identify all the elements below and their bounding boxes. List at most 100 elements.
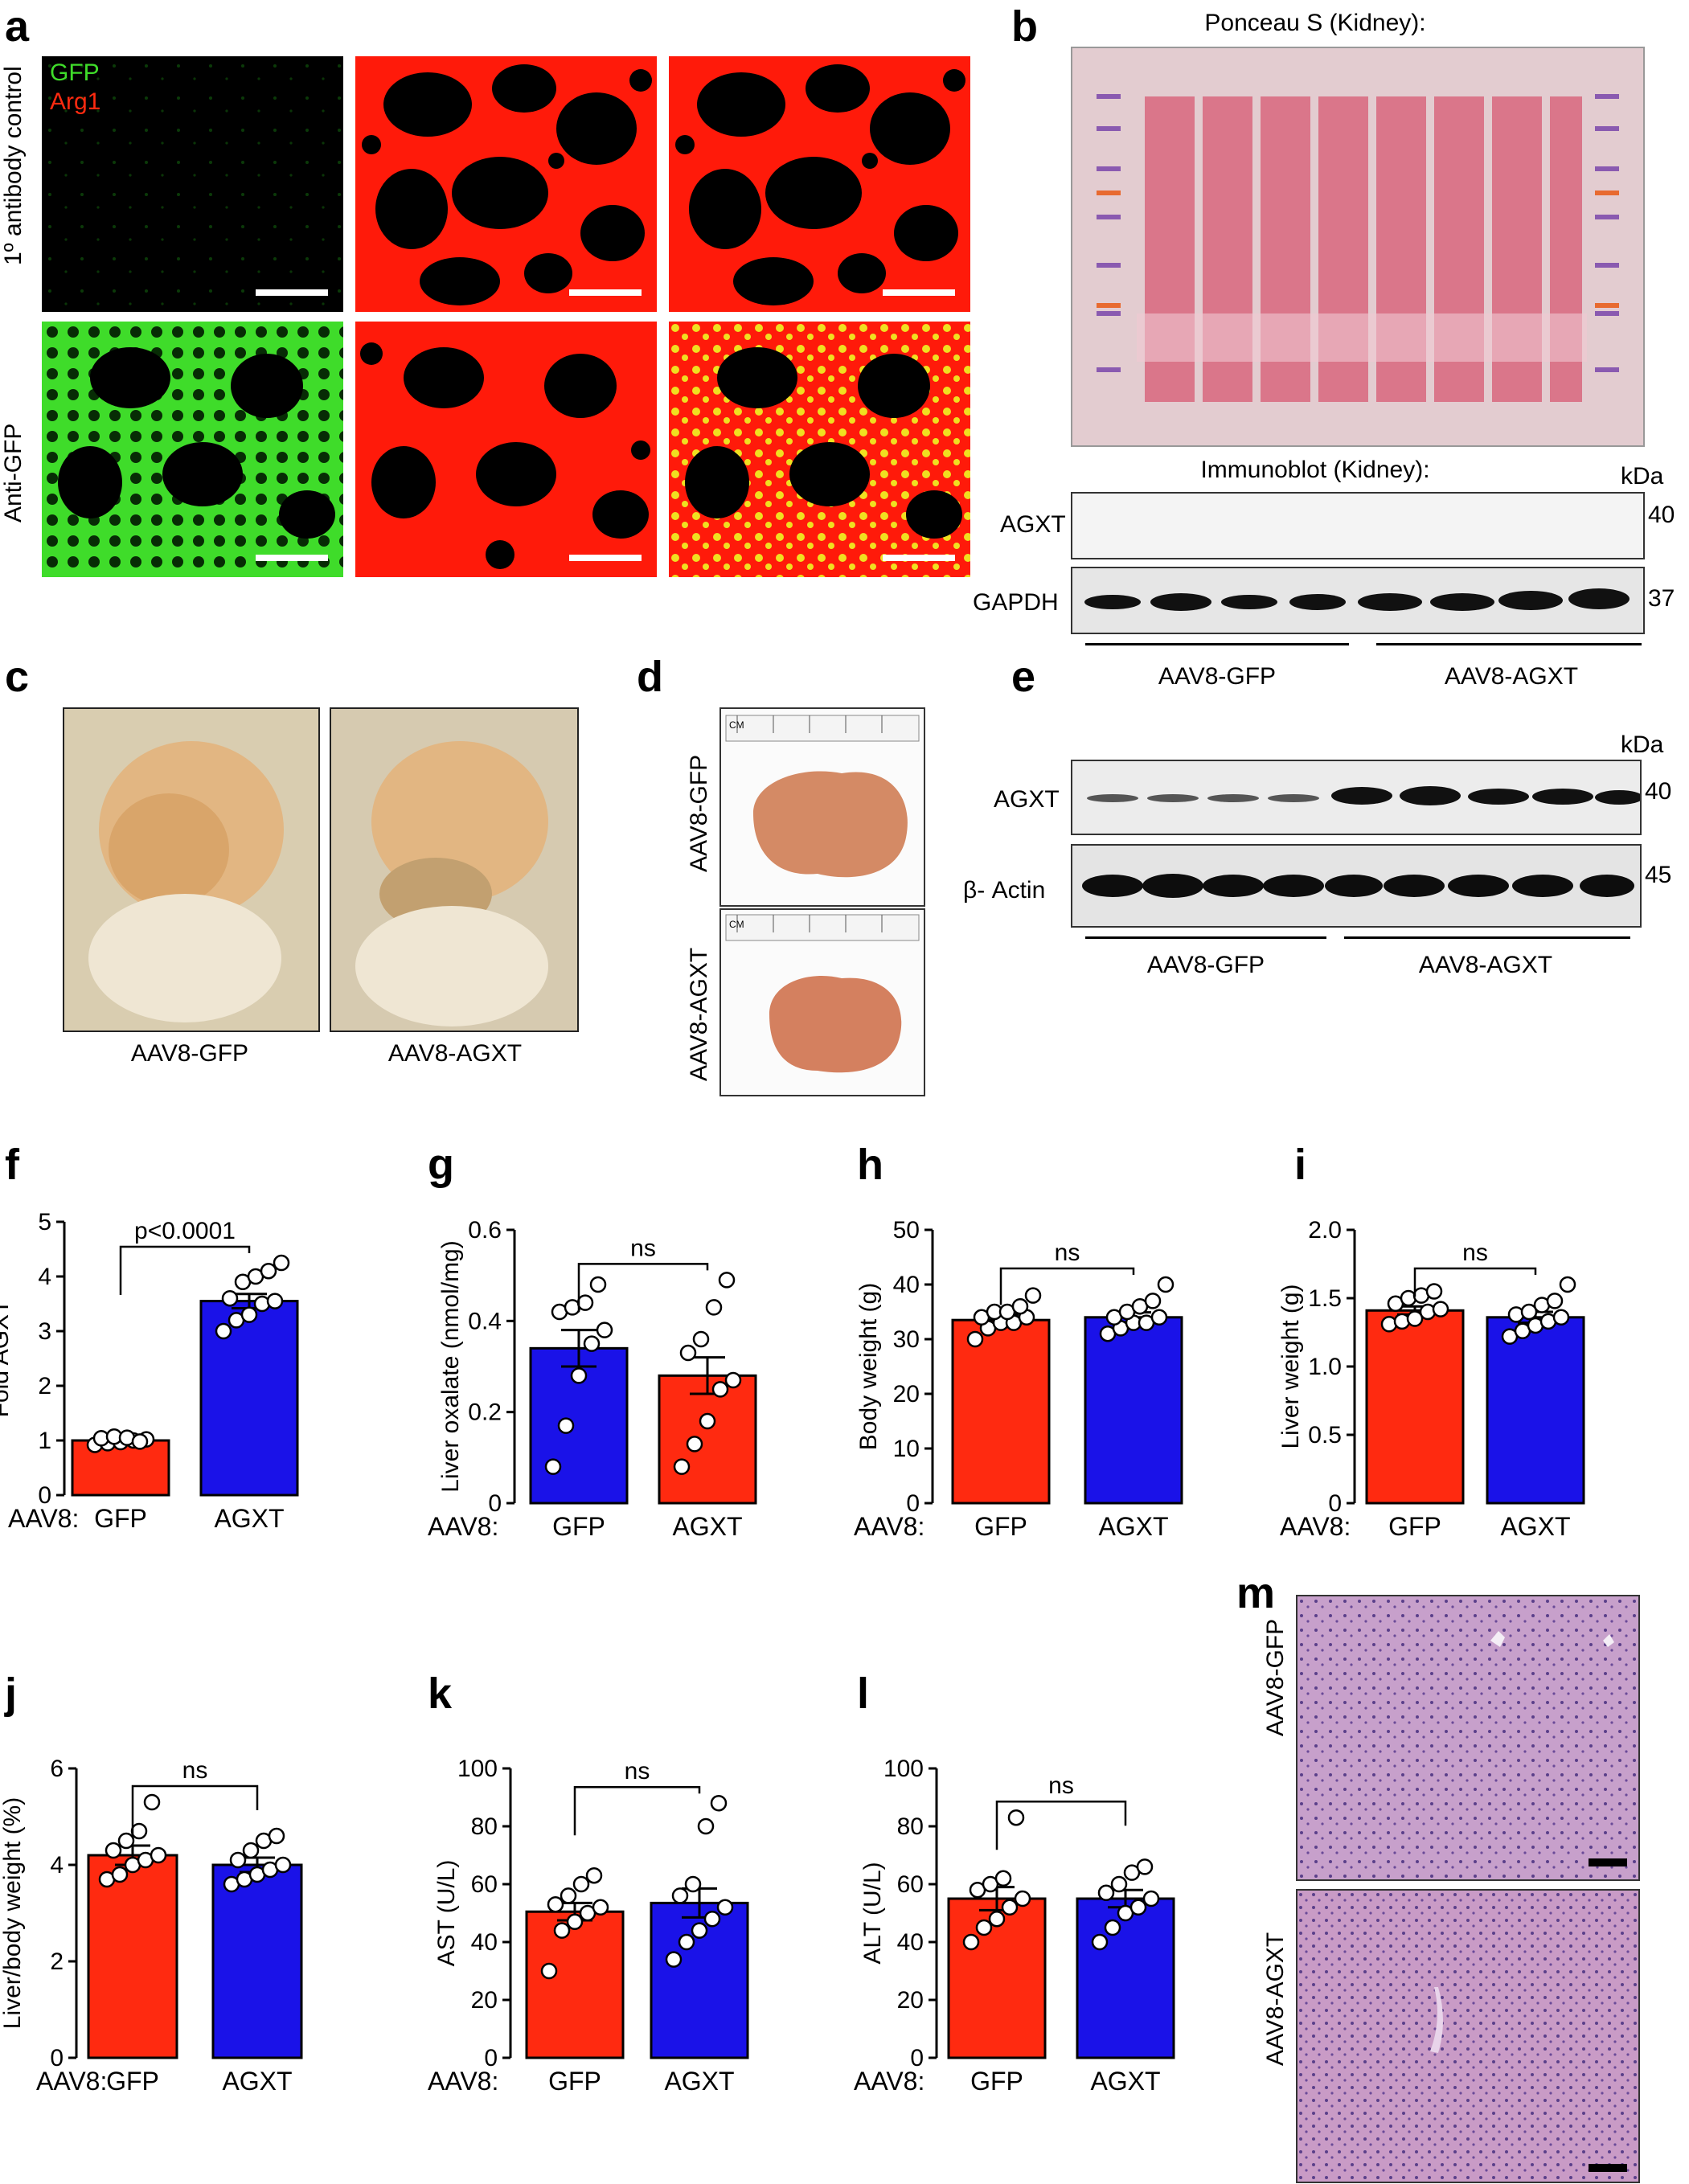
data-point (684, 1875, 702, 1893)
photo-c-label1: AAV8-GFP (130, 1040, 249, 1067)
blot-b-group2: AAV8-AGXT (1444, 663, 1579, 690)
panel-g-label: g (428, 1141, 454, 1189)
data-point (1157, 1276, 1175, 1293)
y-tick-label: 40 (893, 1272, 920, 1298)
data-point (566, 1913, 584, 1931)
micro-merge-control (669, 56, 970, 312)
panel-a-label: a (5, 2, 30, 51)
data-point (1001, 1899, 1019, 1916)
x-prefix-label: AAV8: (8, 1504, 79, 1533)
histology-agxt (1296, 1889, 1640, 2183)
data-point (268, 1827, 285, 1845)
micro-gfp-control: GFP Arg1 (42, 56, 343, 312)
x-category-label: AGXT (672, 1512, 742, 1541)
blot-b-agxt-kda: 40 (1648, 502, 1675, 528)
ponceau-membrane (1071, 47, 1645, 447)
y-tick-label: 0 (1328, 1490, 1342, 1517)
panel-e-label: e (1011, 653, 1036, 701)
data-point (585, 1866, 603, 1884)
data-point (1110, 1875, 1128, 1893)
bar-agxt (211, 1863, 303, 2059)
x-category-label: AGXT (222, 2067, 292, 2096)
y-tick-label: 0 (38, 1482, 51, 1509)
data-point (1011, 1297, 1029, 1315)
blot-e-actin-label: β- Actin (963, 877, 1046, 904)
data-point (678, 1933, 695, 1951)
data-point (710, 1794, 728, 1812)
y-axis-label: Liver weight (g) (1278, 1284, 1304, 1448)
data-point (1097, 1884, 1115, 1902)
y-tick-label: 30 (893, 1326, 920, 1353)
y-tick-label: 0.4 (468, 1308, 502, 1334)
liver-photo-gfp: CM (719, 707, 925, 907)
y-tick-label: 3 (38, 1318, 51, 1345)
data-point (1552, 1309, 1570, 1326)
data-point (699, 1412, 716, 1430)
y-tick-label: 1.5 (1308, 1285, 1342, 1312)
y-tick-label: 100 (457, 1756, 498, 1782)
kda-label-e: kDa (1621, 731, 1664, 758)
bar-agxt (1486, 1316, 1585, 1505)
data-point (1014, 1890, 1031, 1907)
data-point (697, 1817, 715, 1835)
panel-c-label: c (5, 653, 30, 701)
blot-e-agxt-label: AGXT (994, 786, 1060, 813)
y-axis-label: Liver oxalate (nmol/mg) (437, 1240, 464, 1492)
data-point (1150, 1309, 1168, 1326)
micro-arg1-antigfp (355, 322, 657, 577)
significance-bracket (573, 1785, 701, 1836)
chart-h: 0 10 20 30 40 50 Body weight (g) GFP AGXT AAV8: ns (854, 1217, 1183, 1541)
scale-bar (256, 289, 328, 296)
data-point (962, 1933, 980, 1951)
data-point (1104, 1919, 1121, 1936)
y-tick-label: 2.0 (1308, 1217, 1342, 1244)
y-tick-label: 20 (897, 1987, 924, 2014)
chart-j: 0 2 4 6 Liver/body weight (%) GFP AGXT AAV8: ns (0, 1756, 303, 2096)
x-category-label: GFP (552, 1512, 605, 1541)
blot-e-actin (1071, 844, 1642, 928)
panel-k-label: k (428, 1670, 453, 1718)
significance-bracket (999, 1267, 1135, 1305)
histology-gfp (1296, 1595, 1640, 1881)
data-point (117, 1832, 135, 1850)
data-point (988, 1910, 1006, 1928)
significance-label: ns (625, 1758, 650, 1784)
data-point (1129, 1899, 1147, 1916)
data-point (131, 1433, 149, 1450)
x-category-label: GFP (106, 2067, 159, 2096)
significance-label: ns (182, 1757, 208, 1784)
data-point (553, 1922, 571, 1939)
bar-agxt (1084, 1316, 1183, 1505)
data-point (572, 1875, 590, 1893)
scale-bar (256, 555, 328, 561)
data-point (1520, 1303, 1538, 1321)
micro-gfp-antigfp (42, 322, 343, 577)
panel-l-label: l (857, 1670, 870, 1718)
data-point (221, 1289, 239, 1307)
data-point (596, 1321, 613, 1338)
blot-b-gapdh-label: GAPDH (973, 589, 1059, 616)
y-tick-label: 0 (488, 1490, 502, 1517)
mouse-photo-gfp (63, 707, 320, 1032)
x-category-label: AGXT (1098, 1512, 1168, 1541)
data-point (1136, 1858, 1154, 1875)
data-point (975, 1919, 993, 1936)
blot-b-group1: AAV8-GFP (1158, 663, 1277, 690)
x-prefix-label: AAV8: (428, 2067, 498, 2096)
ponceau-title: Ponceau S (Kidney): (1204, 10, 1426, 36)
data-point (711, 1381, 729, 1398)
blot-e-agxt (1071, 760, 1642, 835)
liver-photo-agxt: CM (719, 908, 925, 1096)
y-tick-label: 40 (897, 1929, 924, 1956)
y-axis-label: Body weight (g) (855, 1283, 882, 1450)
x-prefix-label: AAV8: (854, 2067, 924, 2096)
significance-label: ns (1462, 1240, 1488, 1266)
y-tick-label: 5 (38, 1209, 51, 1235)
y-tick-label: 0.5 (1308, 1422, 1342, 1448)
chart-l: 0 20 40 60 80 100 ALT (U/L) GFP AGXT AAV8: ns (854, 1756, 1175, 2096)
y-tick-label: 1 (38, 1428, 51, 1454)
data-point (703, 1910, 721, 1928)
kda-label-b: kDa (1621, 463, 1664, 490)
significance-bracket (577, 1263, 709, 1313)
